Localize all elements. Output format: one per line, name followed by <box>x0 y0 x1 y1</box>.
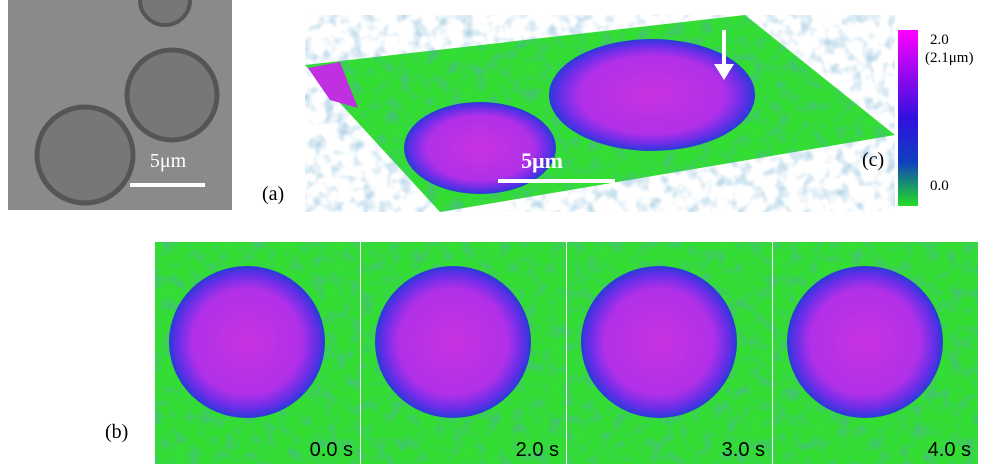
scale-label: 5μm <box>150 150 187 172</box>
panel-c: 5μm (c) 2.0 (2.1μm) 0.0 <box>305 15 973 212</box>
panel-b: (b) 0.0 s 2.0 s 3.0 s 4.0 s <box>105 242 978 464</box>
panel-label: (a) <box>262 183 284 205</box>
panel-label: (b) <box>105 421 128 443</box>
scale-label: 5μm <box>521 148 563 173</box>
cell <box>37 107 133 203</box>
panel-a: 5μm (a) <box>8 0 284 210</box>
panel-label: (c) <box>862 149 884 171</box>
cell <box>787 266 943 418</box>
colorbar-max: 2.0 <box>930 32 949 48</box>
figure: 5μm (a) 5μm (c) 2.0 (2.1μm) 0.0 (b) 0.0 … <box>0 0 995 464</box>
colorbar-min: 0.0 <box>930 178 949 194</box>
cell <box>127 50 217 140</box>
time-label: 0.0 s <box>310 439 353 461</box>
time-label: 2.0 s <box>516 439 559 461</box>
time-label: 4.0 s <box>928 439 971 461</box>
time-label: 3.0 s <box>722 439 765 461</box>
cell <box>581 266 737 418</box>
colorbar <box>898 30 918 206</box>
cell <box>375 266 531 418</box>
cell <box>169 266 325 418</box>
colorbar-max-height: (2.1μm) <box>925 50 973 66</box>
